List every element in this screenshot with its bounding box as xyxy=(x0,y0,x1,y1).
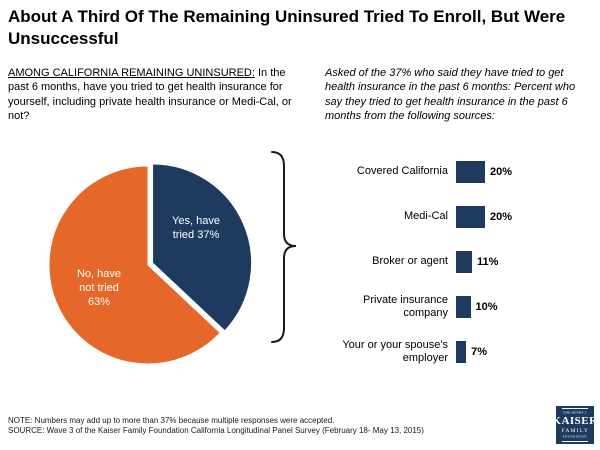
logo-line-foundation: FOUNDATION xyxy=(562,435,588,439)
bar-label: Private insurance company xyxy=(363,293,448,319)
bar xyxy=(456,206,485,228)
bar-row: Medi-Cal 20% xyxy=(330,196,594,238)
pie-slice-label-no: No, have not tried 63% xyxy=(76,268,122,308)
pie-slice-label-yes: Yes, have tried 37% xyxy=(172,215,220,241)
bar-row: Private insurance company 10% xyxy=(330,286,594,328)
right-question-text: Percent who say they tried to get health… xyxy=(325,81,576,122)
bar-value: 11% xyxy=(476,256,499,268)
bar-value: 7% xyxy=(471,346,488,358)
bar-label: Medi-Cal xyxy=(403,210,448,223)
bar xyxy=(456,251,472,273)
bar-chart: Covered California 20% Medi-Cal 20% Brok… xyxy=(330,151,594,373)
left-question: AMONG CALIFORNIA REMAINING UNINSURED: In… xyxy=(8,66,304,123)
bar xyxy=(456,161,485,183)
page-title: About A Third Of The Remaining Uninsured… xyxy=(8,7,566,49)
bar xyxy=(456,296,471,318)
bar-value: 20% xyxy=(490,166,513,178)
logo-rule xyxy=(562,407,588,409)
bar-row: Your or your spouse's employer 7% xyxy=(330,331,594,373)
note-text: NOTE: Numbers may add up to more than 37… xyxy=(8,416,335,425)
source-text: SOURCE: Wave 3 of the Kaiser Family Foun… xyxy=(8,426,424,435)
bar-row: Broker or agent 11% xyxy=(330,241,594,283)
left-question-text: In the past 6 months, have you tried to … xyxy=(8,67,292,122)
bar-value: 20% xyxy=(490,211,513,223)
logo-line-henry: THE HENRY J. xyxy=(562,411,588,415)
right-question-lead: Asked of the 37% who said they have trie… xyxy=(325,67,564,94)
bar-label: Covered California xyxy=(356,165,448,178)
bar-label: Broker or agent xyxy=(372,255,448,268)
bar-row: Covered California 20% xyxy=(330,151,594,193)
bar-label: Your or your spouse's employer xyxy=(342,338,448,364)
pie-svg xyxy=(48,163,253,365)
kff-logo: THE HENRY J. KAISER FAMILY FOUNDATION xyxy=(552,406,597,444)
bar-value: 10% xyxy=(475,301,498,313)
logo-line-kaiser: KAISER xyxy=(552,414,598,427)
logo-rule xyxy=(562,441,588,443)
curly-brace xyxy=(271,151,297,343)
left-question-lead: AMONG CALIFORNIA REMAINING UNINSURED: xyxy=(8,67,255,79)
pie-chart xyxy=(30,147,266,383)
logo-line-family: FAMILY xyxy=(561,426,589,434)
bar xyxy=(456,341,467,363)
right-question: Asked of the 37% who said they have trie… xyxy=(325,66,588,123)
